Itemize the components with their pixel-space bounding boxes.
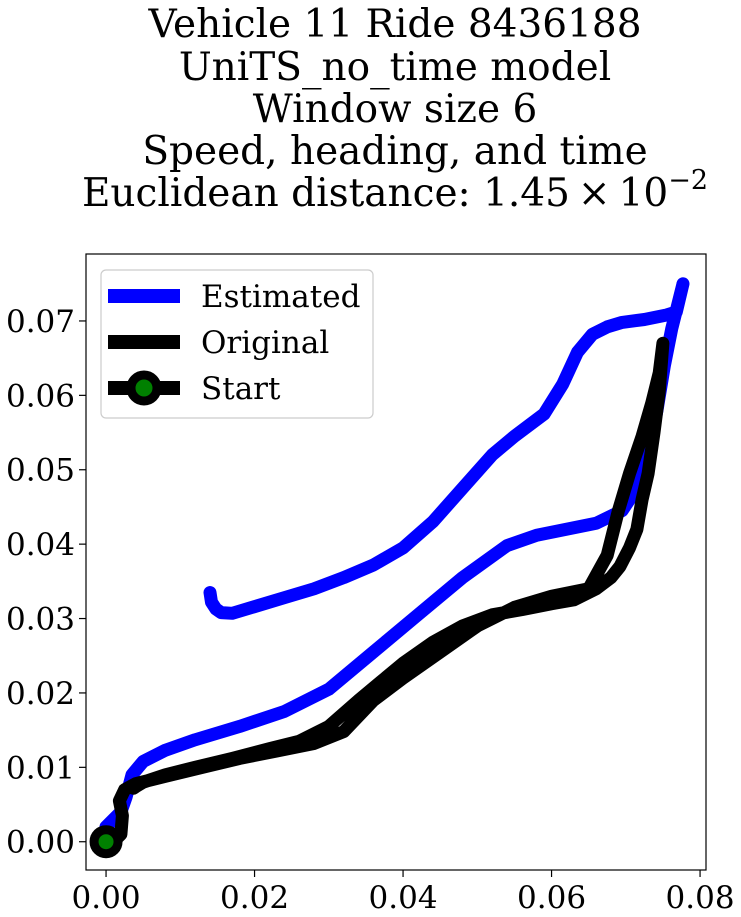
plot-area-frame bbox=[85, 253, 707, 871]
chart-title: Vehicle 11 Ride 8436188 UniTS_no_time mo… bbox=[82, 2, 708, 216]
x-tick-label: 0.00 bbox=[72, 880, 141, 916]
legend-label-original: Original bbox=[201, 325, 329, 361]
y-tick-label: 0.00 bbox=[6, 825, 75, 861]
x-tick-label: 0.02 bbox=[220, 880, 289, 916]
y-tick-label: 0.03 bbox=[6, 602, 75, 638]
legend: Estimated Original Start bbox=[100, 269, 374, 419]
series-line-original bbox=[99, 336, 670, 849]
y-tick-label: 0.06 bbox=[6, 378, 75, 414]
title-line-1: Vehicle 11 Ride 8436188 bbox=[147, 2, 641, 47]
axis-ticks: 0.00 0.02 0.04 0.06 0.08 0.00 0.01 0.02 0.03 0.04… bbox=[6, 304, 735, 916]
title-line-2: UniTS_no_time model bbox=[179, 45, 611, 90]
title-distance-prefix: Euclidean distance: bbox=[82, 171, 483, 216]
title-line-3: Window size 6 bbox=[253, 87, 538, 132]
title-line-4: Speed, heading, and time bbox=[142, 129, 647, 174]
legend-start-marker bbox=[126, 370, 162, 406]
title-distance-exponent: −2 bbox=[668, 165, 708, 196]
start-point-marker bbox=[89, 825, 123, 859]
title-distance-mantissa: 1.45 bbox=[483, 171, 570, 216]
legend-label-estimated: Estimated bbox=[201, 279, 360, 315]
y-tick-label: 0.05 bbox=[6, 453, 75, 489]
series-layer bbox=[89, 277, 690, 859]
title-line-5: Euclidean distance: 1.45 × 10−2 bbox=[82, 165, 708, 216]
y-tick-label: 0.02 bbox=[6, 676, 75, 712]
title-distance-base: 10 bbox=[619, 171, 669, 216]
y-tick-label: 0.04 bbox=[6, 527, 75, 563]
y-tick-label: 0.01 bbox=[6, 750, 75, 786]
x-tick-label: 0.04 bbox=[369, 880, 438, 916]
legend-label-start: Start bbox=[201, 371, 281, 407]
x-tick-label: 0.08 bbox=[666, 880, 735, 916]
series-line-estimated bbox=[99, 277, 690, 834]
y-tick-label: 0.07 bbox=[6, 304, 75, 340]
x-tick-label: 0.06 bbox=[517, 880, 586, 916]
title-distance-times: × bbox=[578, 171, 611, 216]
